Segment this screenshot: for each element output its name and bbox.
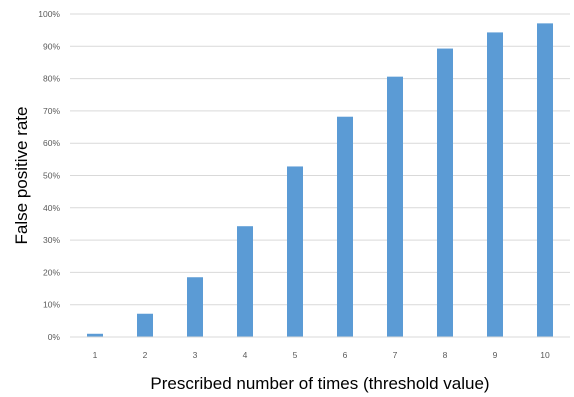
y-axis-ticks: 0% 10% 20% 30% 40% 50% 60% 70% 80% 90% 100%	[38, 9, 60, 342]
bar	[337, 116, 353, 338]
bar	[537, 23, 553, 337]
bar	[137, 313, 153, 337]
x-axis-ticks: 1 2 3 4 5 6 7 8 9 10	[93, 350, 550, 360]
bar	[387, 76, 403, 338]
y-tick-label: 60%	[43, 138, 60, 148]
bar	[237, 226, 253, 337]
y-tick-label: 70%	[43, 106, 60, 116]
y-tick-label: 0%	[48, 332, 61, 342]
bar	[87, 333, 103, 337]
x-tick-label: 10	[540, 350, 550, 360]
y-tick-label: 10%	[43, 300, 60, 310]
x-tick-label: 4	[243, 350, 248, 360]
y-tick-label: 100%	[38, 9, 60, 19]
y-tick-label: 50%	[43, 171, 60, 181]
bar	[187, 277, 203, 337]
x-tick-label: 1	[93, 350, 98, 360]
bars	[87, 23, 553, 338]
x-tick-label: 8	[443, 350, 448, 360]
y-axis-title: False positive rate	[12, 107, 31, 245]
y-tick-label: 20%	[43, 267, 60, 277]
bar	[487, 32, 503, 337]
x-axis-title: Prescribed number of times (threshold va…	[150, 374, 489, 393]
x-tick-label: 2	[143, 350, 148, 360]
gridlines	[70, 13, 570, 306]
y-tick-label: 80%	[43, 74, 60, 84]
x-tick-label: 7	[393, 350, 398, 360]
x-tick-label: 9	[493, 350, 498, 360]
x-tick-label: 6	[343, 350, 348, 360]
x-tick-label: 5	[293, 350, 298, 360]
y-tick-label: 30%	[43, 235, 60, 245]
y-tick-label: 40%	[43, 203, 60, 213]
bar	[287, 166, 303, 337]
bar	[437, 48, 453, 337]
x-tick-label: 3	[193, 350, 198, 360]
y-tick-label: 90%	[43, 41, 60, 51]
